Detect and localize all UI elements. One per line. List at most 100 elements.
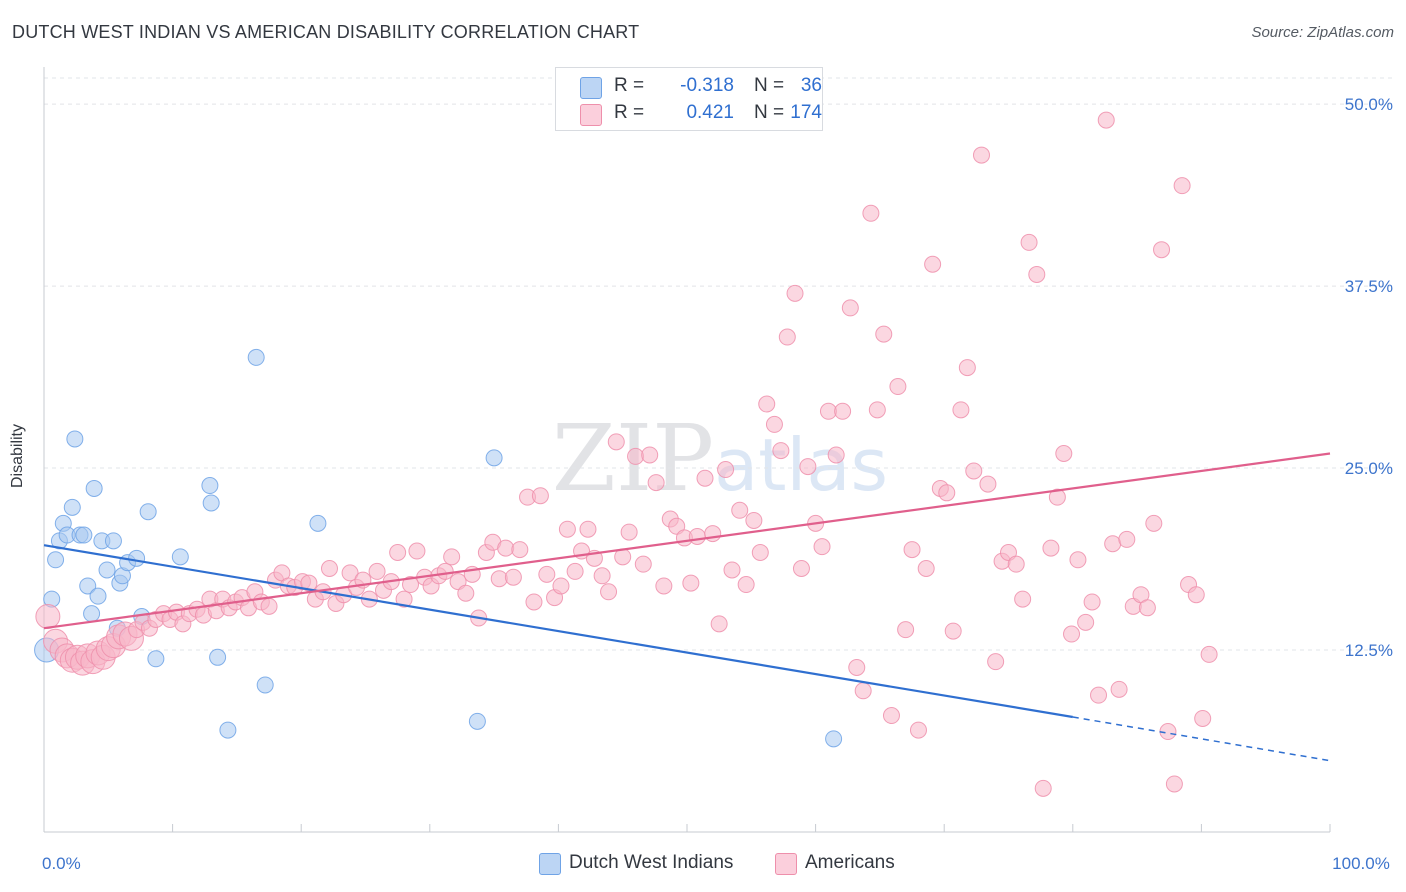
dutch-west-indians-point [75,526,93,544]
americans-point [731,501,749,519]
americans-point [641,446,659,464]
americans-point [952,401,970,419]
americans-point [620,523,638,541]
americans-point [647,474,665,492]
y-tick-label: 50.0% [1345,95,1393,114]
americans-point [443,548,461,566]
americans-point [848,658,866,676]
americans-point [813,538,831,556]
dutch-west-indians-point [247,348,265,366]
legend-r-label: R = [614,102,645,123]
americans-point [737,576,755,594]
americans-point [1165,775,1183,793]
americans-point [1097,111,1115,129]
dutch-west-indians-point [63,498,81,516]
series-label-dutch-west-indians: Dutch West Indians [569,852,734,873]
americans-point [917,560,935,578]
americans-point [538,565,556,583]
americans-point [717,461,735,479]
americans-point [751,543,769,561]
americans-point [531,487,549,505]
dutch-west-indians-point [171,548,189,566]
americans-point [710,615,728,633]
americans-point [909,721,927,739]
americans-point [944,622,962,640]
americans-point [525,593,543,611]
dutch-west-indians-point [468,712,486,730]
americans-point [972,146,990,164]
x-tick-label: 0.0% [42,854,81,873]
americans-point [938,484,956,502]
americans-point [1042,539,1060,557]
americans-point [1153,241,1171,259]
americans-point [1200,645,1218,663]
series-swatch-americans [775,853,797,875]
americans-point [1055,445,1073,462]
americans-point [1048,488,1066,506]
americans-point [320,560,338,578]
americans-point [1110,680,1128,698]
americans-point [260,597,278,615]
americans-point [634,555,652,573]
americans-point [1118,530,1136,548]
americans-point [854,682,872,700]
correlation-legend: R = -0.318 N = 36 R = 0.421 N = 174 [555,67,823,131]
americans-point [300,574,318,592]
americans-point [868,401,886,419]
dutch-west-indians-point [104,532,122,550]
dutch-west-indians-point [85,479,103,497]
americans-point [408,542,426,560]
americans-point [35,604,61,630]
dutch-west-indians-point [202,494,220,512]
americans-point [786,284,804,302]
dutch-west-indians-point [147,650,165,668]
americans-point [627,447,645,465]
americans-point [490,570,508,588]
americans-point [1077,613,1095,631]
americans-point [799,458,817,476]
americans-point [924,255,942,273]
americans-point [745,511,763,529]
dutch-west-indians-point [66,430,84,448]
americans-point [1000,543,1017,561]
legend-n-value: 174 [790,102,822,123]
americans-point [682,574,700,592]
americans-point [436,562,454,580]
americans-point [1007,555,1025,573]
americans-point [696,469,714,487]
americans-trend-line [43,452,1331,630]
dutch-west-indians-point [825,730,843,748]
americans-point [566,562,584,580]
americans-point [889,378,907,396]
x-tick-label: 100.0% [1332,854,1390,873]
series-label-americans: Americans [805,852,895,873]
americans-point [449,573,467,591]
legend-n-label: N = [754,75,785,96]
americans-point [875,325,893,343]
americans-point [1187,586,1205,604]
dutch-west-indians-point [309,514,327,532]
americans-point [834,402,852,420]
americans-point [772,442,790,460]
americans-point [607,433,625,451]
dutch-west-indians-trend-line [43,544,1073,719]
americans-point [1063,625,1081,643]
chart-title: DUTCH WEST INDIAN VS AMERICAN DISABILITY… [12,22,640,42]
americans-point [497,539,515,557]
americans-point [1069,551,1087,569]
americans-point [593,567,611,585]
dutch-west-indians-point [47,551,65,569]
dutch-west-indians-point [256,676,274,694]
americans-point [862,204,880,222]
americans-point [402,576,420,594]
dutch-west-indians-point [201,477,219,495]
y-tick-label: 37.5% [1345,277,1393,296]
americans-point [688,527,706,545]
americans-point [1194,709,1212,727]
y-tick-label: 12.5% [1345,641,1393,660]
americans-point [958,359,976,377]
americans-point [1028,265,1046,283]
americans-point [758,395,776,413]
americans-point [792,560,810,578]
